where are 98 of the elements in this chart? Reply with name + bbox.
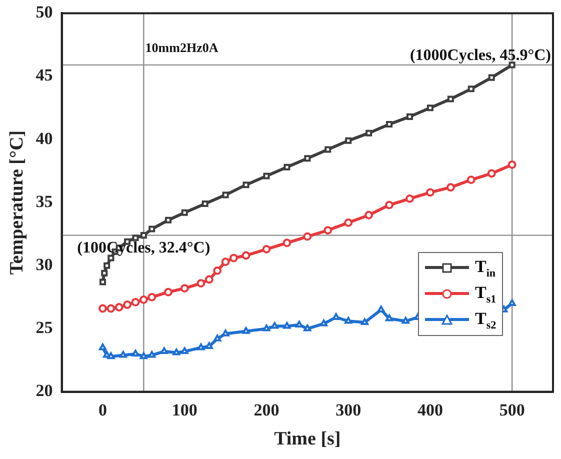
x-tick-label: 400 (417, 400, 443, 420)
point (366, 130, 372, 136)
point (98, 304, 107, 313)
point (132, 234, 139, 242)
point (230, 254, 238, 262)
point (426, 188, 434, 197)
point (344, 316, 352, 324)
point (164, 216, 172, 224)
point (284, 164, 290, 170)
legend-label: T$_{in}$ (475, 256, 496, 279)
x-axis-title: Time [s] (274, 428, 341, 450)
y-tick-label: 50 (36, 2, 53, 22)
point (180, 284, 189, 293)
point (114, 303, 124, 312)
point (202, 200, 208, 208)
point (148, 226, 156, 232)
point (242, 327, 250, 334)
point (98, 343, 107, 350)
point (106, 304, 116, 313)
point (324, 146, 332, 153)
point (172, 348, 180, 356)
point (345, 137, 352, 144)
point (508, 299, 516, 306)
point (282, 238, 292, 248)
point (304, 324, 312, 332)
point (377, 306, 385, 312)
point (466, 176, 476, 184)
x-tick-label: 100 (172, 400, 198, 420)
x-tick-label: 200 (254, 400, 280, 420)
point (140, 232, 147, 239)
point (402, 316, 410, 324)
point (222, 192, 229, 198)
point (214, 334, 222, 342)
point (468, 86, 474, 92)
point (344, 218, 353, 227)
point (148, 351, 156, 358)
y-tick-label: 20 (36, 381, 53, 400)
y-tick-label: 40 (36, 128, 53, 148)
y-axis-title: Temperature [°C] (6, 130, 28, 275)
point (205, 342, 213, 349)
point (488, 74, 495, 81)
point (385, 200, 394, 210)
point (101, 270, 108, 276)
point (107, 352, 115, 360)
point (104, 262, 110, 269)
point (304, 155, 311, 162)
point (222, 330, 230, 336)
annotation: (1000Cycles, 45.9°C) (410, 47, 552, 64)
point (204, 275, 214, 284)
point (242, 251, 250, 260)
point (148, 292, 156, 302)
y-tick-label: 35 (36, 192, 53, 211)
point (221, 258, 230, 266)
x-tick-label: 0 (98, 400, 107, 420)
point (426, 104, 434, 112)
x-tick-label: 500 (499, 400, 525, 420)
point (295, 320, 303, 328)
point (131, 298, 140, 306)
point (196, 279, 206, 288)
point (508, 160, 516, 169)
point (386, 120, 393, 128)
point (263, 172, 270, 180)
point (332, 313, 340, 320)
point (320, 319, 328, 326)
point (119, 351, 127, 358)
point (262, 244, 271, 254)
point (99, 278, 106, 286)
point (139, 295, 148, 304)
point (447, 96, 454, 102)
point (160, 347, 168, 354)
annotation: 10mm2Hz0A (145, 40, 219, 56)
point (406, 113, 413, 120)
point (283, 322, 291, 329)
point (140, 352, 148, 360)
point (487, 169, 496, 178)
point (303, 232, 312, 241)
point (324, 226, 332, 234)
point (364, 210, 373, 220)
point (164, 288, 172, 296)
y-tick-label: 25 (36, 318, 53, 338)
point (181, 209, 188, 216)
point (213, 266, 222, 275)
point (385, 314, 394, 322)
y-tick-label: 30 (36, 254, 53, 274)
point (406, 194, 414, 203)
point (197, 343, 205, 350)
legend-label: T$_{s1}$ (475, 282, 496, 305)
point (123, 300, 132, 309)
legend-label: T$_{s2}$ (475, 308, 496, 331)
point (270, 322, 278, 329)
point (132, 350, 140, 357)
point (242, 182, 250, 188)
point (180, 347, 188, 354)
x-tick-label: 300 (336, 400, 362, 420)
point (360, 318, 368, 325)
point (446, 183, 455, 192)
point (262, 324, 270, 332)
y-tick-label: 45 (36, 66, 53, 85)
